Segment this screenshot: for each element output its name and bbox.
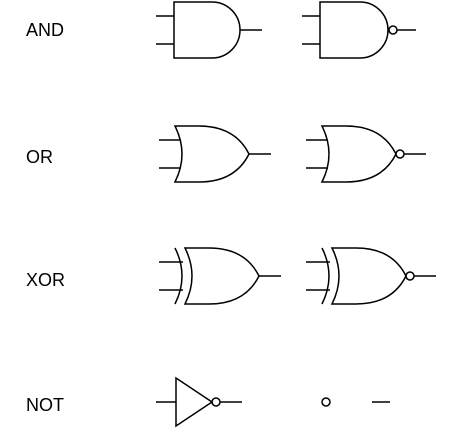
- xor-gate-icon: [159, 247, 281, 305]
- gate-label-and: AND: [26, 20, 65, 40]
- xnor-gate-icon: [306, 247, 436, 305]
- gate-label-not: NOT: [26, 395, 64, 415]
- not-gate-icon: [156, 376, 242, 428]
- nor-gate-icon: [306, 125, 426, 183]
- and-gate-icon: [156, 1, 262, 59]
- gate-row-or: OR: [0, 112, 466, 224]
- gate-label-or: OR: [26, 147, 53, 167]
- or-gate-icon: [159, 125, 271, 183]
- gate-row-and: AND: [0, 0, 466, 112]
- gate-row-not: NOT: [0, 336, 466, 448]
- gate-label-xor: XOR: [26, 270, 66, 290]
- nand-gate-icon: [302, 1, 416, 59]
- inversion-bubble-and-wire-icon: [321, 397, 390, 407]
- gate-row-xor: XOR: [0, 224, 466, 336]
